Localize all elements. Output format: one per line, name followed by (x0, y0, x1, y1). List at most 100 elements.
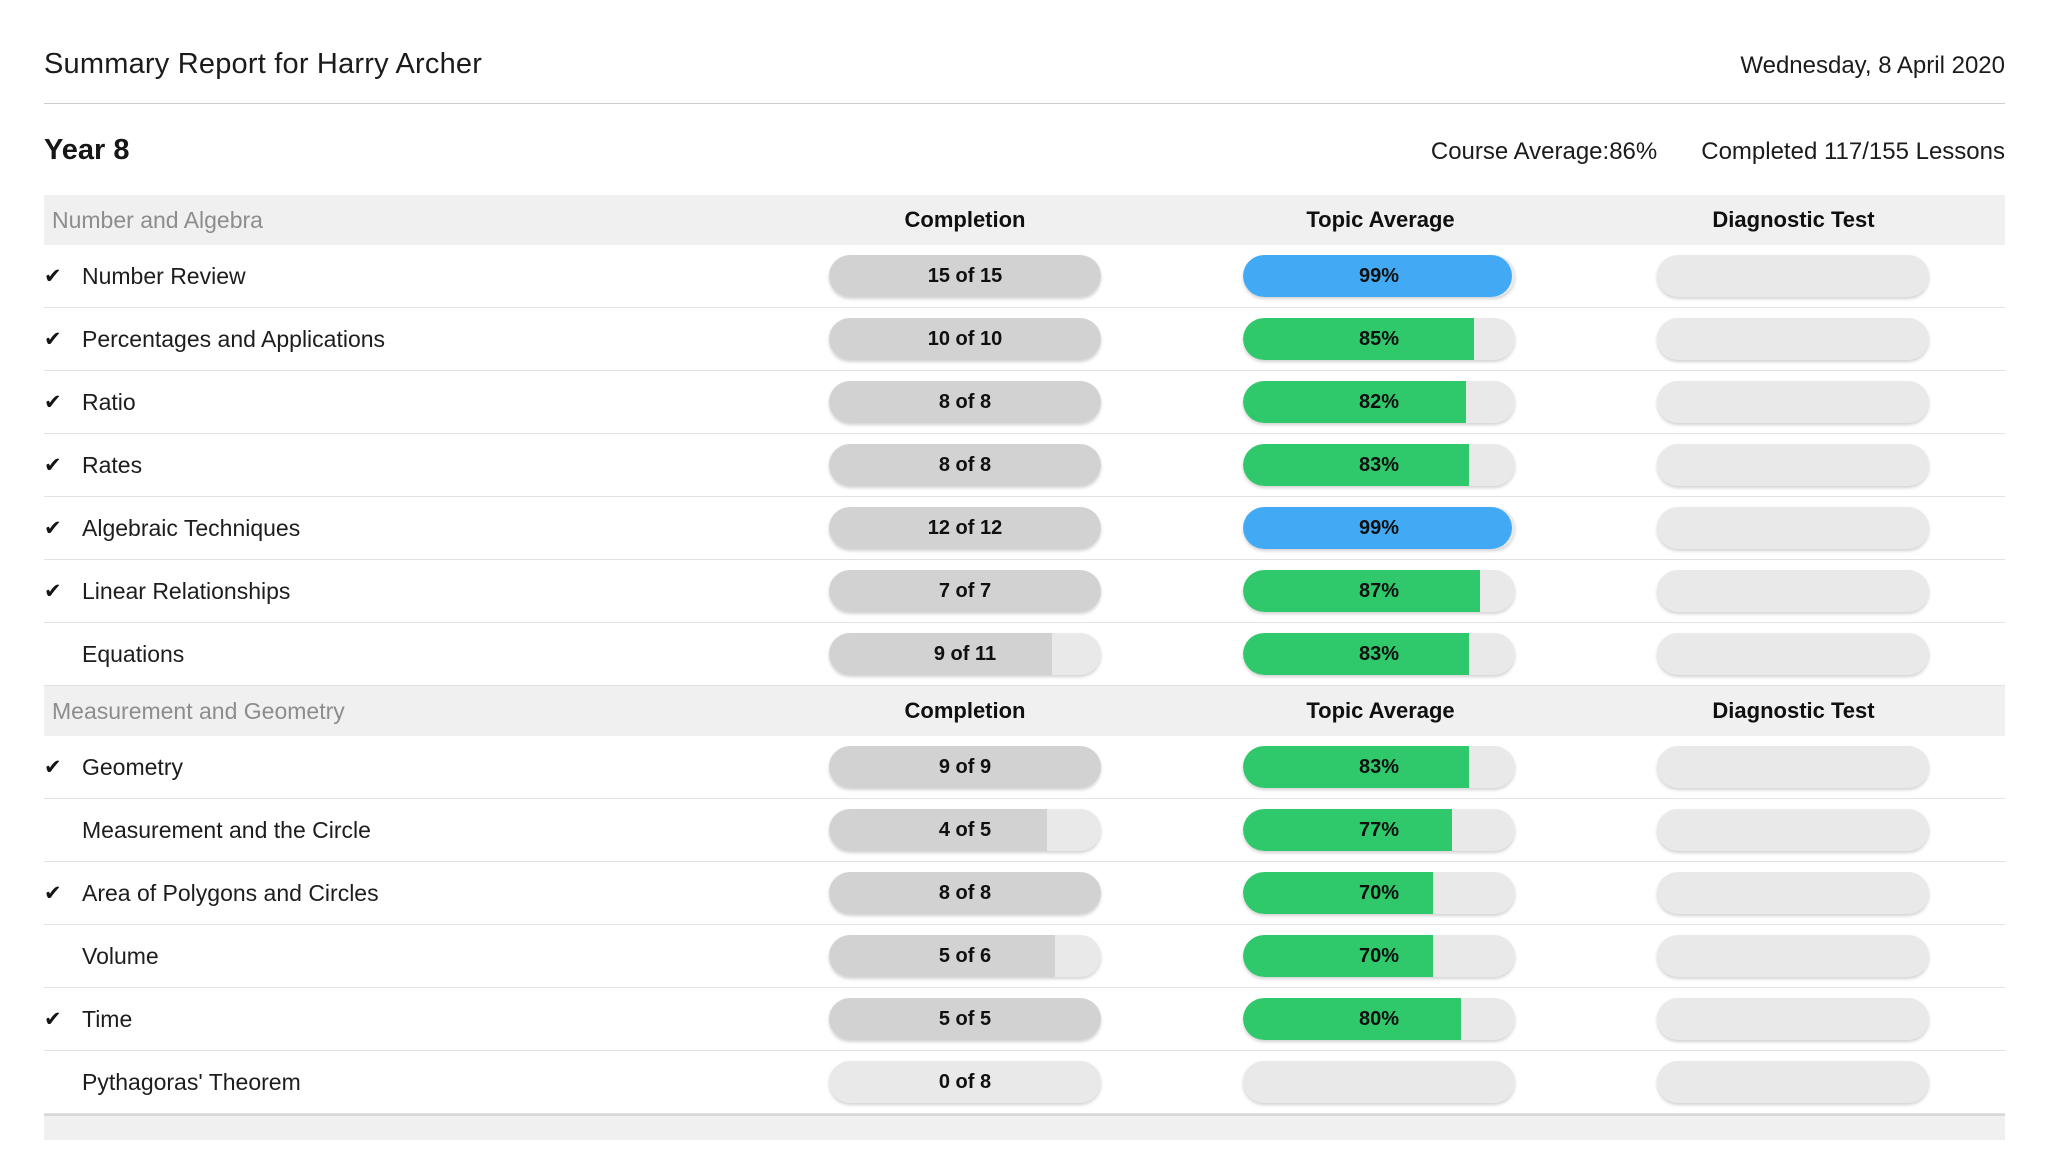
diagnostic-test-label (1657, 1061, 1929, 1103)
topic-average-label: 99% (1358, 264, 1400, 287)
topic-average-progress-fill (1243, 935, 1434, 977)
diagnostic-test-progress (1657, 255, 1929, 297)
table-row: ✔ Area of Polygons and Circles 8 of 8 70… (44, 862, 2005, 925)
diagnostic-test-label (1657, 570, 1929, 612)
topic-average-progress-fill (1243, 381, 1467, 423)
completion-progress: 15 of 15 (829, 255, 1101, 297)
course-average: Course Average:86% (1430, 138, 1658, 165)
diagnostic-test-label (1657, 633, 1929, 675)
topic-name: Number Review (82, 262, 246, 289)
column-header-topic-average: Topic Average (1306, 207, 1455, 232)
topic-average-label: 77% (1358, 818, 1400, 841)
page-title: Summary Report for Harry Archer (44, 48, 483, 80)
diagnostic-test-label (1657, 318, 1929, 360)
completion-progress-fill (829, 872, 1101, 914)
check-icon: ✔ (44, 516, 62, 540)
table-row: ✔ Ratio 8 of 8 82% (44, 371, 2005, 434)
report-table: Number and Algebra Completion Topic Aver… (44, 195, 2005, 1114)
completion-progress: 8 of 8 (829, 381, 1101, 423)
topic-average-progress-fill (1243, 318, 1475, 360)
table-row: Measurement and the Circle 4 of 5 77% (44, 799, 2005, 862)
diagnostic-test-progress (1657, 998, 1929, 1040)
topic-average-label: 83% (1358, 755, 1400, 778)
topic-average-progress-fill (1243, 746, 1469, 788)
completion-progress-fill (829, 507, 1101, 549)
completion-label: 0 of 8 (938, 1070, 992, 1093)
topic-name: Rates (82, 451, 143, 478)
section-title: Number and Algebra (52, 206, 263, 233)
topic-average-progress: 99% (1243, 507, 1515, 549)
completion-label: 8 of 8 (938, 390, 992, 413)
topic-average-label (1243, 1061, 1515, 1103)
topic-average-progress: 70% (1243, 935, 1515, 977)
table-row: ✔ Linear Relationships 7 of 7 87% (44, 560, 2005, 623)
diagnostic-test-progress (1657, 318, 1929, 360)
diagnostic-test-progress (1657, 746, 1929, 788)
completion-label: 15 of 15 (927, 264, 1003, 287)
table-row: ✔ Geometry 9 of 9 83% (44, 736, 2005, 799)
diagnostic-test-label (1657, 872, 1929, 914)
completion-label: 5 of 6 (938, 944, 992, 967)
check-icon: ✔ (44, 390, 62, 414)
completion-progress-fill (829, 255, 1101, 297)
diagnostic-test-progress (1657, 444, 1929, 486)
topic-average-progress: 83% (1243, 444, 1515, 486)
topic-average-label: 85% (1358, 327, 1400, 350)
diagnostic-test-progress (1657, 872, 1929, 914)
topic-name: Area of Polygons and Circles (82, 879, 379, 906)
course-name: Year 8 (44, 134, 130, 166)
section-header: Measurement and Geometry Completion Topi… (44, 686, 2005, 736)
topic-average-progress (1243, 1061, 1515, 1103)
topic-name: Volume (82, 942, 159, 969)
completion-progress: 5 of 5 (829, 998, 1101, 1040)
section-title: Measurement and Geometry (52, 697, 345, 724)
diagnostic-test-label (1657, 998, 1929, 1040)
column-header-topic-average: Topic Average (1306, 698, 1455, 723)
completion-progress-fill (829, 746, 1101, 788)
topic-name: Ratio (82, 388, 136, 415)
next-section-header-partial (44, 1114, 2005, 1140)
report-date: Wednesday, 8 April 2020 (1740, 52, 2005, 79)
topic-average-label: 83% (1358, 642, 1400, 665)
topic-average-label: 87% (1358, 579, 1400, 602)
column-header-completion: Completion (904, 698, 1026, 723)
topic-name: Geometry (82, 753, 183, 780)
topic-average-progress-fill (1243, 255, 1513, 297)
completion-progress-fill (829, 998, 1101, 1040)
diagnostic-test-label (1657, 255, 1929, 297)
course-completed-lessons: Completed 117/155 Lessons (1701, 138, 2005, 165)
column-header-completion: Completion (904, 207, 1026, 232)
topic-average-label: 83% (1358, 453, 1400, 476)
table-section: Number and Algebra Completion Topic Aver… (44, 195, 2005, 686)
topic-average-label: 99% (1358, 516, 1400, 539)
completion-progress: 9 of 11 (829, 633, 1101, 675)
topic-average-progress: 83% (1243, 633, 1515, 675)
topic-average-progress: 70% (1243, 872, 1515, 914)
check-icon: ✔ (44, 1007, 62, 1031)
completion-progress: 8 of 8 (829, 872, 1101, 914)
column-header-diagnostic-test: Diagnostic Test (1712, 698, 1875, 723)
column-header-diagnostic-test: Diagnostic Test (1712, 207, 1875, 232)
completion-progress: 4 of 5 (829, 809, 1101, 851)
table-row: ✔ Algebraic Techniques 12 of 12 99% (44, 497, 2005, 560)
topic-average-label: 70% (1358, 944, 1400, 967)
check-icon: ✔ (44, 579, 62, 603)
completion-progress-fill (829, 633, 1053, 675)
diagnostic-test-label (1657, 809, 1929, 851)
completion-label: 12 of 12 (927, 516, 1003, 539)
completion-label: 5 of 5 (938, 1007, 992, 1030)
completion-label: 9 of 9 (938, 755, 992, 778)
topic-average-progress-fill (1243, 570, 1480, 612)
topic-name: Measurement and the Circle (82, 816, 371, 843)
check-icon: ✔ (44, 881, 62, 905)
completion-label: 4 of 5 (938, 818, 992, 841)
topic-name: Equations (82, 640, 185, 667)
topic-average-progress: 87% (1243, 570, 1515, 612)
topic-name: Percentages and Applications (82, 325, 386, 352)
topic-name: Time (82, 1005, 133, 1032)
completion-progress: 8 of 8 (829, 444, 1101, 486)
diagnostic-test-progress (1657, 570, 1929, 612)
completion-label: 8 of 8 (938, 453, 992, 476)
table-section: Measurement and Geometry Completion Topi… (44, 686, 2005, 1114)
